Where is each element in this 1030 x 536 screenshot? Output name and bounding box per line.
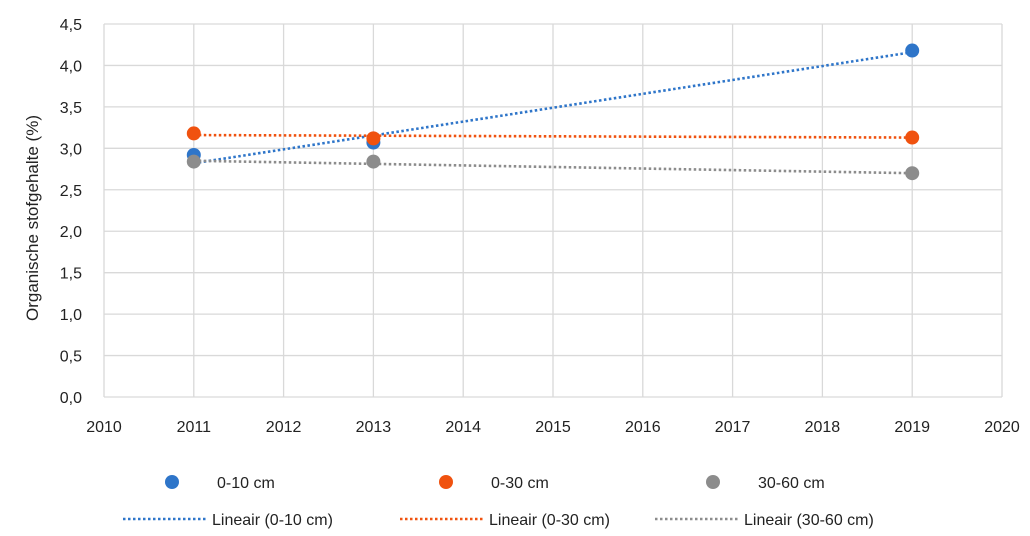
x-tick-label: 2018 [805,419,841,436]
y-tick-label: 0,5 [60,349,82,366]
legend: 0-10 cm 0-30 cm 30-60 cm Lineair (0-10 cm) L… [123,475,874,529]
data-point-series-2 [905,130,920,145]
tick-labels: 0,0 0,5 1,0 1,5 2,0 2,5 3,0 3,5 4,0 4,5 2010 2011 20… [60,17,1020,436]
x-tick-label: 2020 [984,419,1020,436]
y-tick-label: 4,0 [60,58,82,75]
data-point-series-3 [905,166,920,181]
x-tick-label: 2017 [715,419,751,436]
legend-marker-3 [706,475,720,489]
y-axis-label: Organische stofgehalte (%) [23,115,42,321]
legend-trend-label-3: Lineair (30-60 cm) [744,512,874,529]
y-tick-label: 3,0 [60,141,82,158]
legend-label-2: 0-30 cm [491,475,549,492]
x-tick-label: 2019 [894,419,930,436]
trendline-1 [193,50,913,165]
x-tick-label: 2014 [445,419,481,436]
grid [103,23,1003,398]
y-tick-label: 1,0 [60,307,82,324]
data-point-series-3 [186,154,201,169]
legend-trend-label-2: Lineair (0-30 cm) [489,512,610,529]
data-point-series-1 [905,43,920,58]
legend-trend-label-1: Lineair (0-10 cm) [212,512,333,529]
y-tick-label: 3,5 [60,100,82,117]
data-point-series-2 [366,131,381,146]
x-tick-label: 2013 [356,419,392,436]
x-tick-label: 2012 [266,419,302,436]
data-point-series-3 [366,154,381,169]
legend-marker-2 [439,475,453,489]
y-tick-label: 0,0 [60,390,82,407]
y-tick-label: 2,0 [60,224,82,241]
y-tick-label: 4,5 [60,17,82,34]
x-tick-label: 2011 [177,419,212,436]
data-points [186,43,920,181]
trendlines [193,50,913,175]
legend-label-1: 0-10 cm [217,475,275,492]
y-tick-label: 2,5 [60,183,82,200]
legend-marker-1 [165,475,179,489]
data-point-series-2 [186,126,201,141]
x-tick-label: 2016 [625,419,661,436]
x-tick-label: 2010 [86,419,122,436]
y-tick-label: 1,5 [60,266,82,283]
legend-label-3: 30-60 cm [758,475,825,492]
x-tick-label: 2015 [535,419,571,436]
